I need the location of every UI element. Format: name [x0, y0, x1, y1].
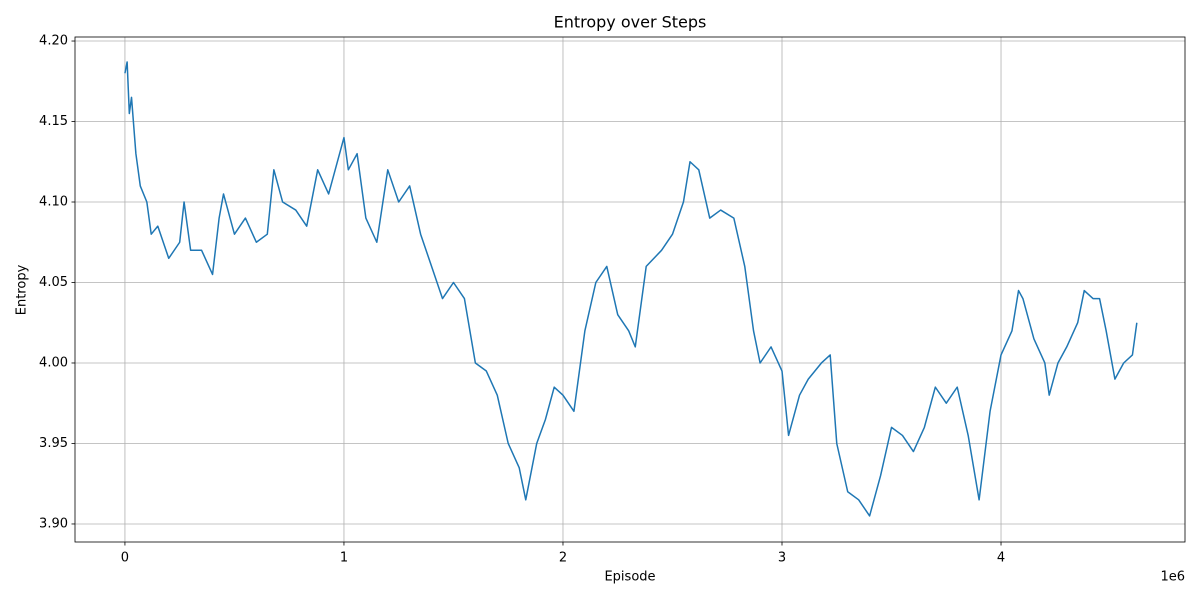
y-tick-label: 3.95 — [39, 436, 68, 451]
y-tick-label: 4.00 — [39, 355, 68, 370]
x-tick-label: 2 — [559, 551, 567, 566]
x-offset-label: 1e6 — [1160, 570, 1185, 585]
y-tick-label: 4.20 — [39, 34, 68, 49]
chart-title: Entropy over Steps — [554, 13, 707, 32]
x-tick-label: 3 — [778, 551, 786, 566]
y-tick-label: 4.05 — [39, 275, 68, 290]
y-axis-label: Entropy — [15, 264, 30, 315]
y-tick-label: 3.90 — [39, 516, 68, 531]
x-axis-label: Episode — [604, 570, 655, 585]
y-tick-label: 4.10 — [39, 195, 68, 210]
x-tick-label: 0 — [121, 551, 129, 566]
data-line — [124, 61, 1138, 517]
y-tick-label: 4.15 — [39, 114, 68, 129]
x-tick-label: 4 — [997, 551, 1005, 566]
x-tick-label: 1 — [340, 551, 348, 566]
plot-frame — [74, 36, 1186, 543]
